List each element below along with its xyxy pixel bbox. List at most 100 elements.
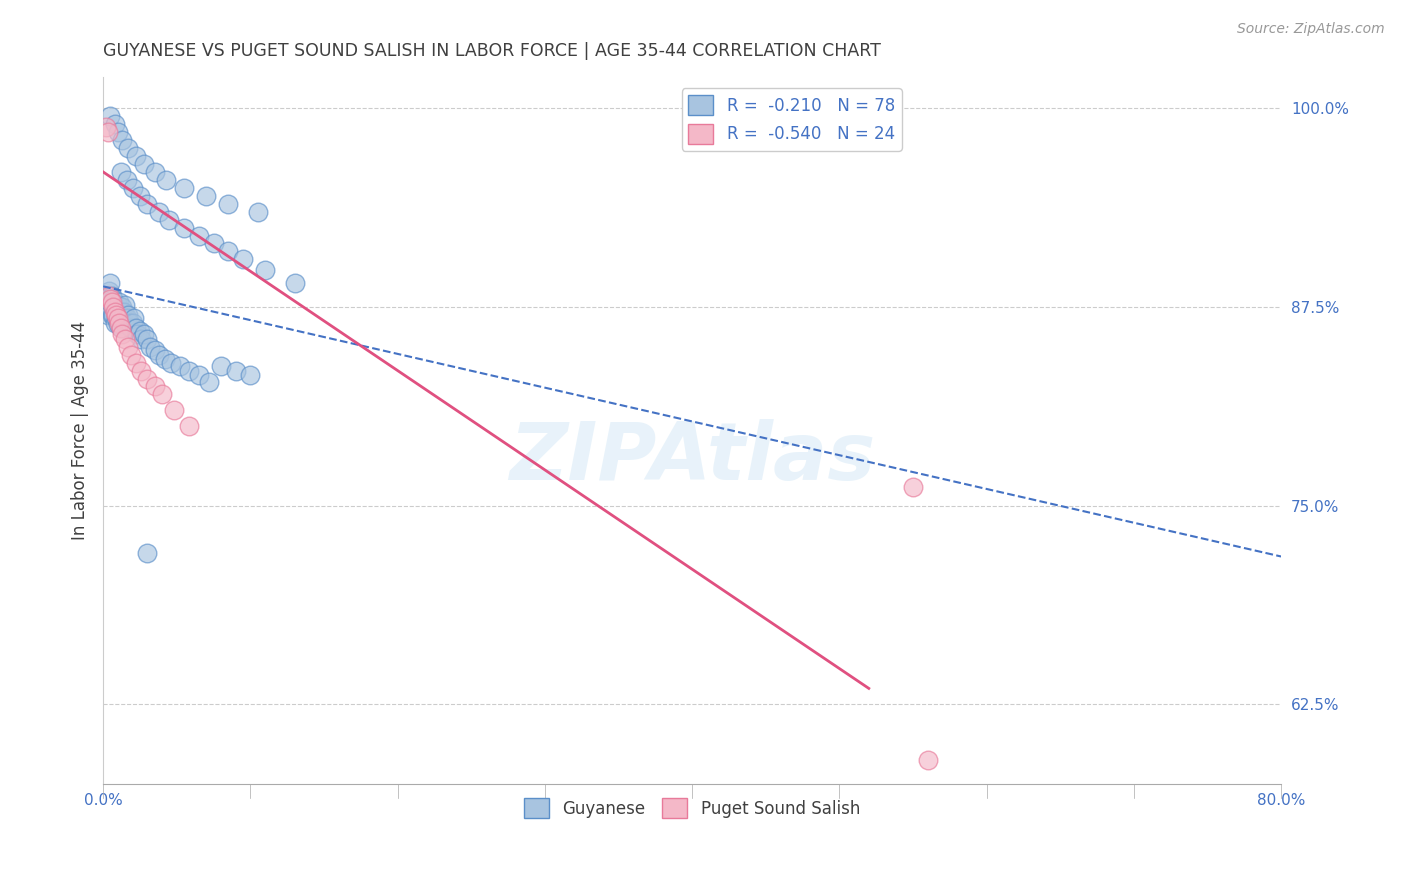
Point xyxy=(117,141,139,155)
Point xyxy=(901,479,924,493)
Point xyxy=(143,379,166,393)
Point xyxy=(112,305,135,319)
Y-axis label: In Labor Force | Age 35-44: In Labor Force | Age 35-44 xyxy=(72,320,89,540)
Point xyxy=(163,403,186,417)
Point xyxy=(143,343,166,357)
Point xyxy=(114,332,136,346)
Point xyxy=(115,173,138,187)
Point xyxy=(94,120,117,135)
Point xyxy=(187,368,209,383)
Point xyxy=(105,308,128,322)
Point xyxy=(104,117,127,131)
Point xyxy=(107,311,129,326)
Point xyxy=(100,109,122,123)
Point xyxy=(225,363,247,377)
Point xyxy=(217,196,239,211)
Point xyxy=(134,157,156,171)
Point xyxy=(105,311,128,326)
Point xyxy=(136,332,159,346)
Point xyxy=(124,149,146,163)
Point xyxy=(115,311,138,326)
Point xyxy=(283,276,305,290)
Point xyxy=(173,181,195,195)
Point xyxy=(125,326,148,341)
Point xyxy=(96,125,118,139)
Point xyxy=(195,188,218,202)
Point xyxy=(124,356,146,370)
Legend: Guyanese, Puget Sound Salish: Guyanese, Puget Sound Salish xyxy=(517,791,866,825)
Point xyxy=(143,165,166,179)
Point xyxy=(98,289,121,303)
Point xyxy=(100,295,122,310)
Point xyxy=(117,340,139,354)
Point xyxy=(120,348,142,362)
Point xyxy=(187,228,209,243)
Point xyxy=(108,295,131,310)
Point xyxy=(139,340,162,354)
Point xyxy=(136,371,159,385)
Point xyxy=(107,298,129,312)
Point xyxy=(103,292,125,306)
Point xyxy=(917,753,939,767)
Point xyxy=(131,332,153,346)
Point xyxy=(100,292,122,306)
Point xyxy=(169,359,191,373)
Point xyxy=(101,308,124,322)
Text: ZIPAtlas: ZIPAtlas xyxy=(509,419,876,498)
Point xyxy=(108,316,131,330)
Point xyxy=(110,165,132,179)
Point xyxy=(122,311,145,326)
Point xyxy=(121,181,143,195)
Point xyxy=(117,308,139,322)
Point xyxy=(111,300,134,314)
Point xyxy=(104,300,127,314)
Point xyxy=(173,220,195,235)
Point xyxy=(136,546,159,560)
Point xyxy=(96,308,118,322)
Point xyxy=(105,305,128,319)
Point xyxy=(101,295,124,310)
Point xyxy=(104,305,127,319)
Point xyxy=(129,188,152,202)
Point xyxy=(121,316,143,330)
Point xyxy=(100,276,122,290)
Point xyxy=(232,252,254,267)
Point xyxy=(217,244,239,259)
Point xyxy=(96,292,118,306)
Point xyxy=(110,320,132,334)
Point xyxy=(134,326,156,341)
Point xyxy=(111,133,134,147)
Point xyxy=(254,263,277,277)
Point xyxy=(148,204,170,219)
Point xyxy=(148,348,170,362)
Point xyxy=(98,284,121,298)
Text: Source: ZipAtlas.com: Source: ZipAtlas.com xyxy=(1237,22,1385,37)
Point xyxy=(103,300,125,314)
Point xyxy=(101,289,124,303)
Point xyxy=(246,204,269,219)
Point xyxy=(107,318,129,332)
Point xyxy=(124,320,146,334)
Text: GUYANESE VS PUGET SOUND SALISH IN LABOR FORCE | AGE 35-44 CORRELATION CHART: GUYANESE VS PUGET SOUND SALISH IN LABOR … xyxy=(103,42,882,60)
Point xyxy=(202,236,225,251)
Point xyxy=(110,320,132,334)
Point xyxy=(110,305,132,319)
Point xyxy=(131,363,153,377)
Point xyxy=(111,326,134,341)
Point xyxy=(177,363,200,377)
Point xyxy=(136,196,159,211)
Point xyxy=(98,300,121,314)
Point xyxy=(209,359,232,373)
Point xyxy=(153,352,176,367)
Point xyxy=(107,125,129,139)
Point xyxy=(177,419,200,434)
Point xyxy=(239,368,262,383)
Point xyxy=(198,375,221,389)
Point xyxy=(111,311,134,326)
Point xyxy=(120,320,142,334)
Point xyxy=(157,212,180,227)
Point xyxy=(104,316,127,330)
Point xyxy=(129,324,152,338)
Point xyxy=(103,308,125,322)
Point xyxy=(114,318,136,332)
